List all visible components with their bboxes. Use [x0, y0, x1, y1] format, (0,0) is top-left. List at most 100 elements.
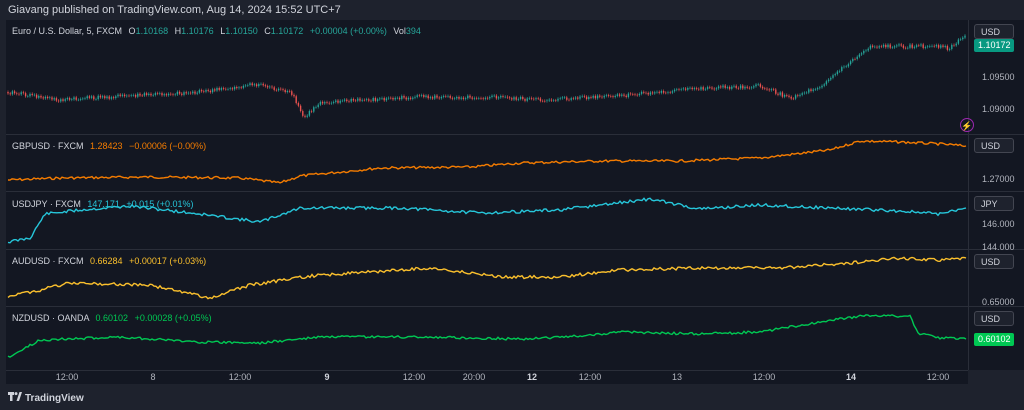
candle-body — [97, 95, 99, 100]
candle-body — [205, 89, 207, 92]
symbol-title: USDJPY · FXCM — [12, 199, 81, 209]
candle-body — [607, 95, 610, 97]
candle-body — [577, 97, 579, 99]
candle-body — [695, 88, 698, 89]
candle-body — [480, 98, 482, 99]
candle-body — [750, 87, 753, 89]
pane-separator[interactable] — [6, 191, 1024, 192]
candle-body — [475, 98, 478, 99]
chart-area[interactable] — [6, 20, 968, 370]
change-value: +0.00004 (+0.00%) — [309, 26, 387, 36]
candle-body — [876, 46, 878, 48]
candle-body — [420, 95, 423, 96]
candle-body — [519, 97, 522, 99]
candle-body — [533, 98, 535, 100]
candle-body — [880, 46, 883, 47]
candle-body — [946, 45, 949, 50]
candle-body — [38, 95, 40, 98]
candle-body — [746, 86, 748, 88]
currency-button-eurusd[interactable]: USD — [974, 24, 1014, 39]
candle-body — [935, 45, 938, 47]
candle-body — [937, 45, 940, 48]
candle-body — [383, 98, 385, 101]
currency-button-audusd[interactable]: USD — [974, 254, 1014, 269]
candle-body — [214, 89, 216, 91]
candle-body — [720, 86, 722, 88]
candle-body — [143, 93, 146, 96]
candle-body — [739, 85, 742, 89]
candle-body — [473, 98, 476, 99]
high-value: 1.10176 — [181, 26, 214, 36]
candle-body — [247, 85, 249, 86]
audusd-legend[interactable]: AUDUSD · FXCM 0.66284 +0.00017 (+0.03%) — [12, 256, 206, 266]
candle-body — [687, 87, 689, 90]
usdjpy-line — [7, 197, 967, 244]
candle-body — [907, 47, 909, 49]
candle-body — [236, 87, 238, 89]
time-tick: 14 — [845, 372, 857, 382]
candle-body — [491, 95, 493, 98]
time-axis[interactable] — [6, 370, 968, 385]
candle-body — [669, 92, 671, 93]
candle-body — [286, 91, 289, 93]
candle-body — [847, 64, 850, 67]
candle-body — [614, 95, 616, 98]
candle-body — [159, 93, 161, 94]
candle-body — [951, 44, 953, 50]
candle-body — [7, 92, 9, 94]
candle-body — [374, 97, 377, 101]
candle-body — [93, 96, 95, 100]
candle-body — [733, 85, 735, 87]
candle-body — [764, 88, 766, 90]
candle-body — [493, 95, 495, 97]
currency-button-nzdusd[interactable]: USD — [974, 311, 1014, 326]
candle-body — [407, 97, 410, 100]
candle-body — [187, 92, 190, 94]
pane-separator[interactable] — [6, 134, 1024, 135]
candle-body — [918, 45, 920, 46]
pane-separator[interactable] — [6, 306, 1024, 307]
last-price-tag-nzdusd: 0.60102 — [974, 333, 1014, 346]
time-tick: 9 — [324, 372, 330, 382]
currency-button-gbpusd[interactable]: USD — [974, 138, 1014, 153]
candle-body — [49, 97, 51, 99]
nzdusd-line — [7, 314, 967, 358]
candle-body — [786, 94, 788, 96]
candle-body — [343, 99, 346, 101]
symbol-title: GBPUSD · FXCM — [12, 141, 84, 151]
candle-body — [920, 44, 922, 46]
candle-body — [588, 97, 590, 100]
candle-body — [339, 100, 341, 103]
candle-body — [412, 97, 414, 99]
candle-body — [539, 98, 542, 101]
usdjpy-legend[interactable]: USDJPY · FXCM 147.171 +0.015 (+0.01%) — [12, 199, 193, 209]
time-tick: 12:00 — [578, 372, 602, 382]
currency-button-usdjpy[interactable]: JPY — [974, 196, 1014, 211]
gbpusd-legend[interactable]: GBPUSD · FXCM 1.28423 −0.00006 (−0.00%) — [12, 141, 206, 151]
pane-separator[interactable] — [6, 249, 1024, 250]
candle-body — [275, 89, 278, 91]
candle-body — [667, 92, 669, 93]
candle-body — [291, 91, 293, 95]
candle-body — [141, 95, 143, 97]
candle-body — [53, 98, 55, 100]
candle-body — [427, 95, 429, 99]
candle-body — [315, 107, 317, 108]
eurusd-legend[interactable]: Euro / U.S. Dollar, 5, FXCM O1.10168 H1.… — [12, 26, 421, 36]
candle-body — [308, 111, 311, 116]
candle-body — [715, 88, 718, 90]
candle-body — [933, 45, 935, 47]
candle-body — [225, 88, 227, 90]
candle-body — [22, 92, 25, 94]
candle-body — [709, 87, 711, 88]
nzdusd-legend[interactable]: NZDUSD · OANDA 0.60102 +0.00028 (+0.05%) — [12, 313, 212, 323]
candle-body — [242, 85, 245, 88]
candle-body — [249, 83, 251, 86]
bolt-icon[interactable]: ⚡ — [960, 118, 974, 132]
candle-body — [200, 90, 203, 92]
candle-body — [82, 98, 84, 100]
audusd-line — [7, 256, 967, 300]
candle-body — [203, 91, 205, 92]
candle-body — [871, 45, 874, 47]
candle-body — [673, 89, 676, 92]
